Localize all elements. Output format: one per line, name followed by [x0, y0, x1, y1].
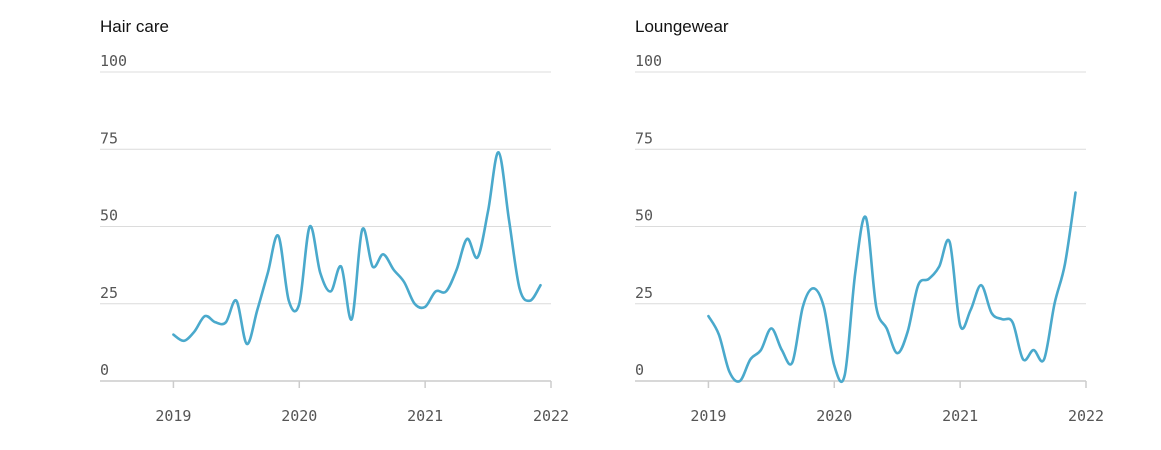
x-tick-label: 2019	[155, 407, 191, 425]
y-tick-label: 0	[635, 361, 644, 379]
x-tick-label: 2022	[1068, 407, 1104, 425]
y-tick-label: 100	[100, 52, 127, 70]
x-tick-label: 2021	[942, 407, 978, 425]
x-tick-label: 2019	[690, 407, 726, 425]
y-tick-label: 50	[100, 207, 118, 225]
chart-title: Hair care	[100, 17, 169, 36]
y-tick-label: 25	[100, 284, 118, 302]
chart-panel-1: Hair care 0 25 50 75 100 2019 2020 2021 2022	[100, 17, 569, 425]
y-tick-label: 75	[635, 129, 653, 147]
chart-panel-2: Loungewear 0 25 50 75 100 2019 2020 2021 2022	[635, 17, 1104, 425]
series-line	[707, 191, 1077, 383]
y-tick-label: 25	[635, 284, 653, 302]
y-tick-label: 50	[635, 207, 653, 225]
chart-title: Loungewear	[635, 17, 729, 36]
x-tick-label: 2020	[281, 407, 317, 425]
y-tick-label: 0	[100, 361, 109, 379]
series-line	[172, 151, 542, 346]
y-tick-label: 75	[100, 129, 118, 147]
x-tick-label: 2021	[407, 407, 443, 425]
x-tick-label: 2022	[533, 407, 569, 425]
x-tick-label: 2020	[816, 407, 852, 425]
y-tick-label: 100	[635, 52, 662, 70]
